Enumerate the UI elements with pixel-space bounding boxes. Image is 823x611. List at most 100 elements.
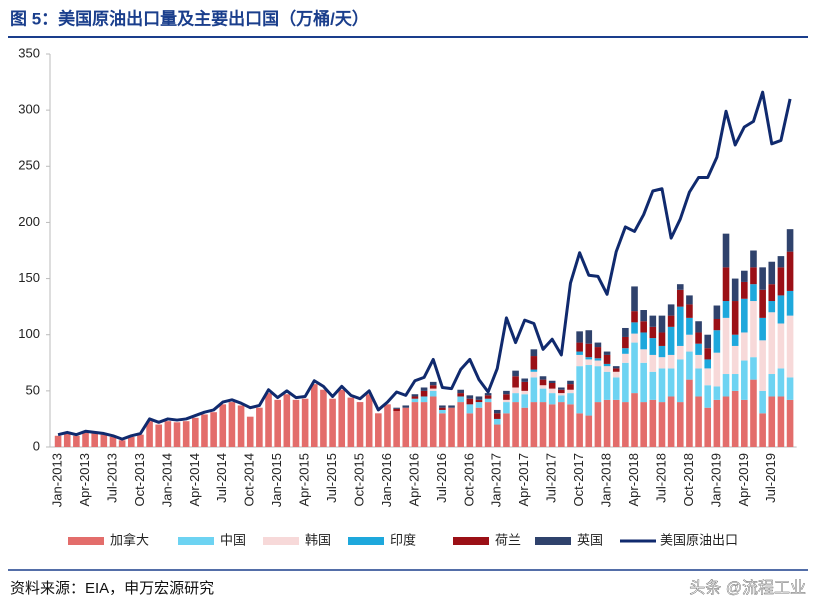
bar-segment <box>411 396 419 399</box>
bar-segment <box>567 393 574 405</box>
bar-segment <box>750 379 757 447</box>
bar-segment <box>448 407 455 447</box>
bar-segment <box>585 365 593 416</box>
bar-segment <box>676 289 684 307</box>
legend-label: 美国原油出口 <box>660 532 738 547</box>
bar-segment <box>448 405 455 408</box>
bar-segment <box>283 394 291 447</box>
bar-segment <box>622 327 629 337</box>
x-tick-label: Jul-2015 <box>324 453 339 503</box>
bar-segment <box>786 399 794 447</box>
bar-segment <box>475 407 483 447</box>
bar-segment <box>493 418 501 425</box>
bar-segment <box>750 250 757 268</box>
bar-segment <box>539 376 547 380</box>
bar-segment <box>420 390 428 397</box>
bar-segment <box>402 405 410 408</box>
bar-segment <box>731 301 739 335</box>
bar-segment <box>676 359 684 403</box>
x-tick-label: Jan-2017 <box>489 453 504 507</box>
bar-segment <box>429 381 437 386</box>
bar-segment <box>686 334 693 352</box>
bar-segment <box>603 399 611 447</box>
bar-segment <box>603 371 611 400</box>
bar-segment <box>457 389 464 394</box>
x-tick-label: Oct-2016 <box>461 453 476 506</box>
bar-segment <box>612 377 620 400</box>
bar-segment <box>228 402 236 447</box>
x-tick-label: Apr-2016 <box>406 453 421 506</box>
bar-segment <box>484 393 492 396</box>
bar-segment <box>521 381 529 391</box>
bar-segment <box>466 398 474 405</box>
bar-segment <box>192 417 199 447</box>
bar-segment <box>759 317 766 341</box>
bar-segment <box>393 407 400 409</box>
bar-segment <box>521 378 529 382</box>
bar-segment <box>521 394 529 408</box>
bar-segment <box>594 402 602 447</box>
bar-segment <box>658 345 666 358</box>
bar-segment <box>686 317 693 335</box>
bar-segment <box>439 413 446 447</box>
bar-segment <box>768 396 776 447</box>
bar-segment <box>393 408 400 412</box>
bar-segment <box>731 374 739 391</box>
bar-segment <box>329 398 336 447</box>
bar-segment <box>741 399 748 447</box>
bar-segment <box>585 343 593 358</box>
bar-segment <box>576 342 583 352</box>
bar-segment <box>493 413 501 419</box>
bar-segment <box>722 374 730 397</box>
bar-segment <box>759 390 766 414</box>
bar-segment <box>731 278 739 302</box>
bar-segment <box>567 389 574 394</box>
bar-segment <box>667 396 675 447</box>
bar-segment <box>558 389 565 394</box>
bar-segment <box>786 315 794 378</box>
bar-segment <box>512 393 519 403</box>
bar-segment <box>567 384 574 390</box>
bar-segment <box>54 435 62 447</box>
y-tick-label: 350 <box>18 45 40 60</box>
x-tick-label: Apr-2019 <box>736 453 751 506</box>
bar-segment <box>676 306 684 346</box>
bar-segment <box>603 354 611 364</box>
bar-segment <box>722 396 730 447</box>
x-tick-label: Jul-2013 <box>104 453 119 503</box>
legend-label: 中国 <box>220 532 246 547</box>
bar-segment <box>649 399 657 447</box>
bar-segment <box>439 407 446 410</box>
bar-segment <box>658 357 666 369</box>
bar-segment <box>686 295 693 305</box>
bar-segment <box>237 405 245 447</box>
bar-segment <box>640 402 647 447</box>
bar-segment <box>631 286 638 312</box>
x-tick-label: Jul-2018 <box>653 453 668 503</box>
x-tick-label: Oct-2018 <box>681 453 696 506</box>
bar-segment <box>503 394 510 400</box>
source: 资料来源：EIA，申万宏源研究 <box>10 580 214 597</box>
bar-segment <box>530 402 538 447</box>
bar-segment <box>182 421 190 447</box>
bar-segment <box>722 301 730 318</box>
bar-segment <box>109 436 117 447</box>
bar-segment <box>612 366 620 369</box>
bar-segment <box>429 390 437 397</box>
bar-segment <box>768 312 776 375</box>
bar-segment <box>530 377 538 403</box>
bar-segment <box>640 349 647 363</box>
bar-segment <box>759 267 766 290</box>
bar-segment <box>521 407 529 447</box>
bar-segment <box>201 414 208 447</box>
bar-segment <box>429 388 437 391</box>
bar-segment <box>576 331 583 343</box>
x-tick-label: Apr-2013 <box>77 453 92 506</box>
bar-segment <box>512 376 519 388</box>
x-tick-label: Apr-2017 <box>516 453 531 506</box>
bar-segment <box>503 390 510 395</box>
y-tick-label: 150 <box>18 270 40 285</box>
bar-segment <box>558 393 565 396</box>
bar-segment <box>539 385 547 389</box>
